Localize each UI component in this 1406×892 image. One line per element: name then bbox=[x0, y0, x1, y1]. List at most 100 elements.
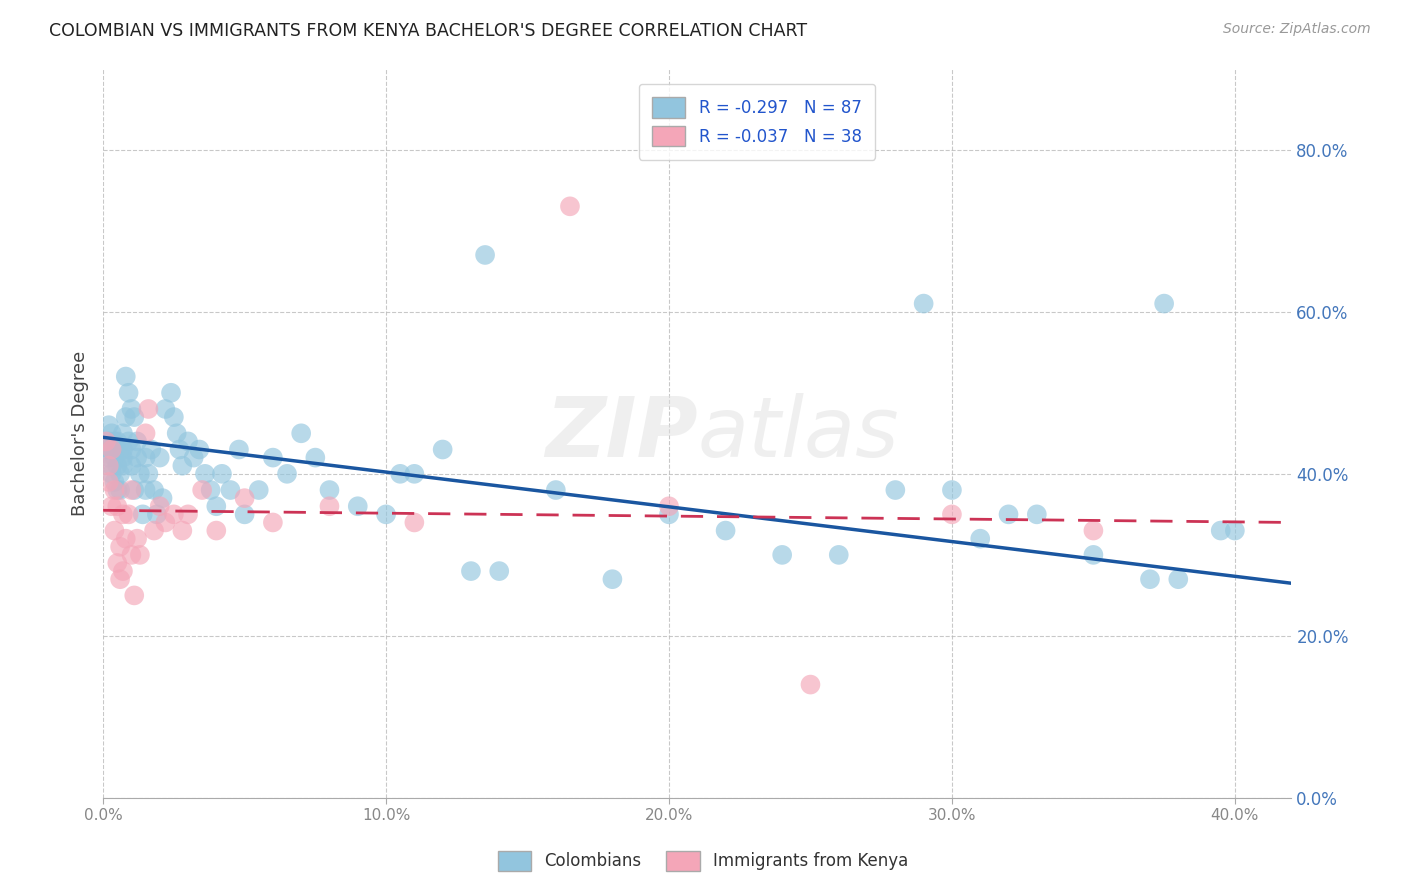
Point bbox=[125, 434, 148, 449]
Point bbox=[117, 508, 139, 522]
Point bbox=[1153, 296, 1175, 310]
Point bbox=[103, 524, 125, 538]
Point bbox=[135, 450, 157, 465]
Point bbox=[997, 508, 1019, 522]
Point bbox=[404, 516, 426, 530]
Point bbox=[114, 369, 136, 384]
Point bbox=[103, 450, 125, 465]
Point bbox=[318, 483, 340, 497]
Point bbox=[205, 524, 228, 538]
Point bbox=[941, 483, 963, 497]
Point bbox=[108, 572, 131, 586]
Point bbox=[111, 426, 134, 441]
Point bbox=[658, 500, 681, 514]
Point bbox=[163, 508, 186, 522]
Point bbox=[183, 450, 205, 465]
Point bbox=[146, 508, 169, 522]
Point bbox=[117, 434, 139, 449]
Point bbox=[105, 500, 128, 514]
Point bbox=[163, 410, 186, 425]
Point bbox=[1083, 548, 1105, 562]
Point bbox=[97, 434, 120, 449]
Point bbox=[97, 450, 120, 465]
Point bbox=[111, 564, 134, 578]
Point bbox=[132, 508, 155, 522]
Text: ZIP: ZIP bbox=[544, 392, 697, 474]
Point bbox=[262, 450, 284, 465]
Point bbox=[100, 458, 122, 473]
Point bbox=[200, 483, 222, 497]
Text: atlas: atlas bbox=[697, 392, 898, 474]
Point bbox=[97, 475, 120, 489]
Point bbox=[290, 426, 312, 441]
Point bbox=[211, 467, 233, 481]
Point bbox=[138, 401, 160, 416]
Y-axis label: Bachelor's Degree: Bachelor's Degree bbox=[72, 351, 89, 516]
Point bbox=[194, 467, 217, 481]
Point bbox=[155, 516, 177, 530]
Point bbox=[969, 532, 991, 546]
Point bbox=[105, 483, 128, 497]
Point bbox=[166, 426, 188, 441]
Point bbox=[105, 434, 128, 449]
Point bbox=[111, 458, 134, 473]
Point bbox=[103, 475, 125, 489]
Point bbox=[103, 483, 125, 497]
Point bbox=[120, 483, 142, 497]
Point bbox=[141, 442, 163, 457]
Point bbox=[558, 199, 581, 213]
Point bbox=[160, 385, 183, 400]
Text: Source: ZipAtlas.com: Source: ZipAtlas.com bbox=[1223, 22, 1371, 37]
Point bbox=[120, 401, 142, 416]
Point bbox=[941, 508, 963, 522]
Point bbox=[658, 508, 681, 522]
Point bbox=[138, 467, 160, 481]
Point bbox=[108, 442, 131, 457]
Point bbox=[714, 524, 737, 538]
Point bbox=[122, 483, 145, 497]
Point bbox=[143, 483, 166, 497]
Point bbox=[346, 500, 368, 514]
Point bbox=[770, 548, 793, 562]
Point bbox=[108, 483, 131, 497]
Point bbox=[100, 467, 122, 481]
Point bbox=[152, 491, 174, 505]
Point bbox=[1167, 572, 1189, 586]
Point bbox=[172, 524, 194, 538]
Point bbox=[799, 677, 821, 691]
Point bbox=[94, 442, 117, 457]
Point bbox=[125, 450, 148, 465]
Point bbox=[100, 500, 122, 514]
Point bbox=[1223, 524, 1246, 538]
Point bbox=[125, 532, 148, 546]
Point bbox=[191, 483, 214, 497]
Point bbox=[188, 442, 211, 457]
Point bbox=[912, 296, 935, 310]
Point bbox=[460, 564, 482, 578]
Point bbox=[177, 508, 200, 522]
Point bbox=[100, 442, 122, 457]
Point bbox=[135, 483, 157, 497]
Point bbox=[1209, 524, 1232, 538]
Point bbox=[233, 491, 256, 505]
Point bbox=[122, 410, 145, 425]
Point bbox=[97, 458, 120, 473]
Point bbox=[114, 532, 136, 546]
Point bbox=[135, 426, 157, 441]
Point bbox=[149, 500, 172, 514]
Point bbox=[177, 434, 200, 449]
Point bbox=[105, 556, 128, 570]
Point bbox=[120, 458, 142, 473]
Point bbox=[247, 483, 270, 497]
Point bbox=[117, 385, 139, 400]
Point bbox=[120, 442, 142, 457]
Point bbox=[120, 548, 142, 562]
Point bbox=[129, 467, 152, 481]
Text: COLOMBIAN VS IMMIGRANTS FROM KENYA BACHELOR'S DEGREE CORRELATION CHART: COLOMBIAN VS IMMIGRANTS FROM KENYA BACHE… bbox=[49, 22, 807, 40]
Point bbox=[1139, 572, 1161, 586]
Point bbox=[389, 467, 412, 481]
Point bbox=[404, 467, 426, 481]
Point bbox=[149, 450, 172, 465]
Point bbox=[108, 540, 131, 554]
Point bbox=[114, 410, 136, 425]
